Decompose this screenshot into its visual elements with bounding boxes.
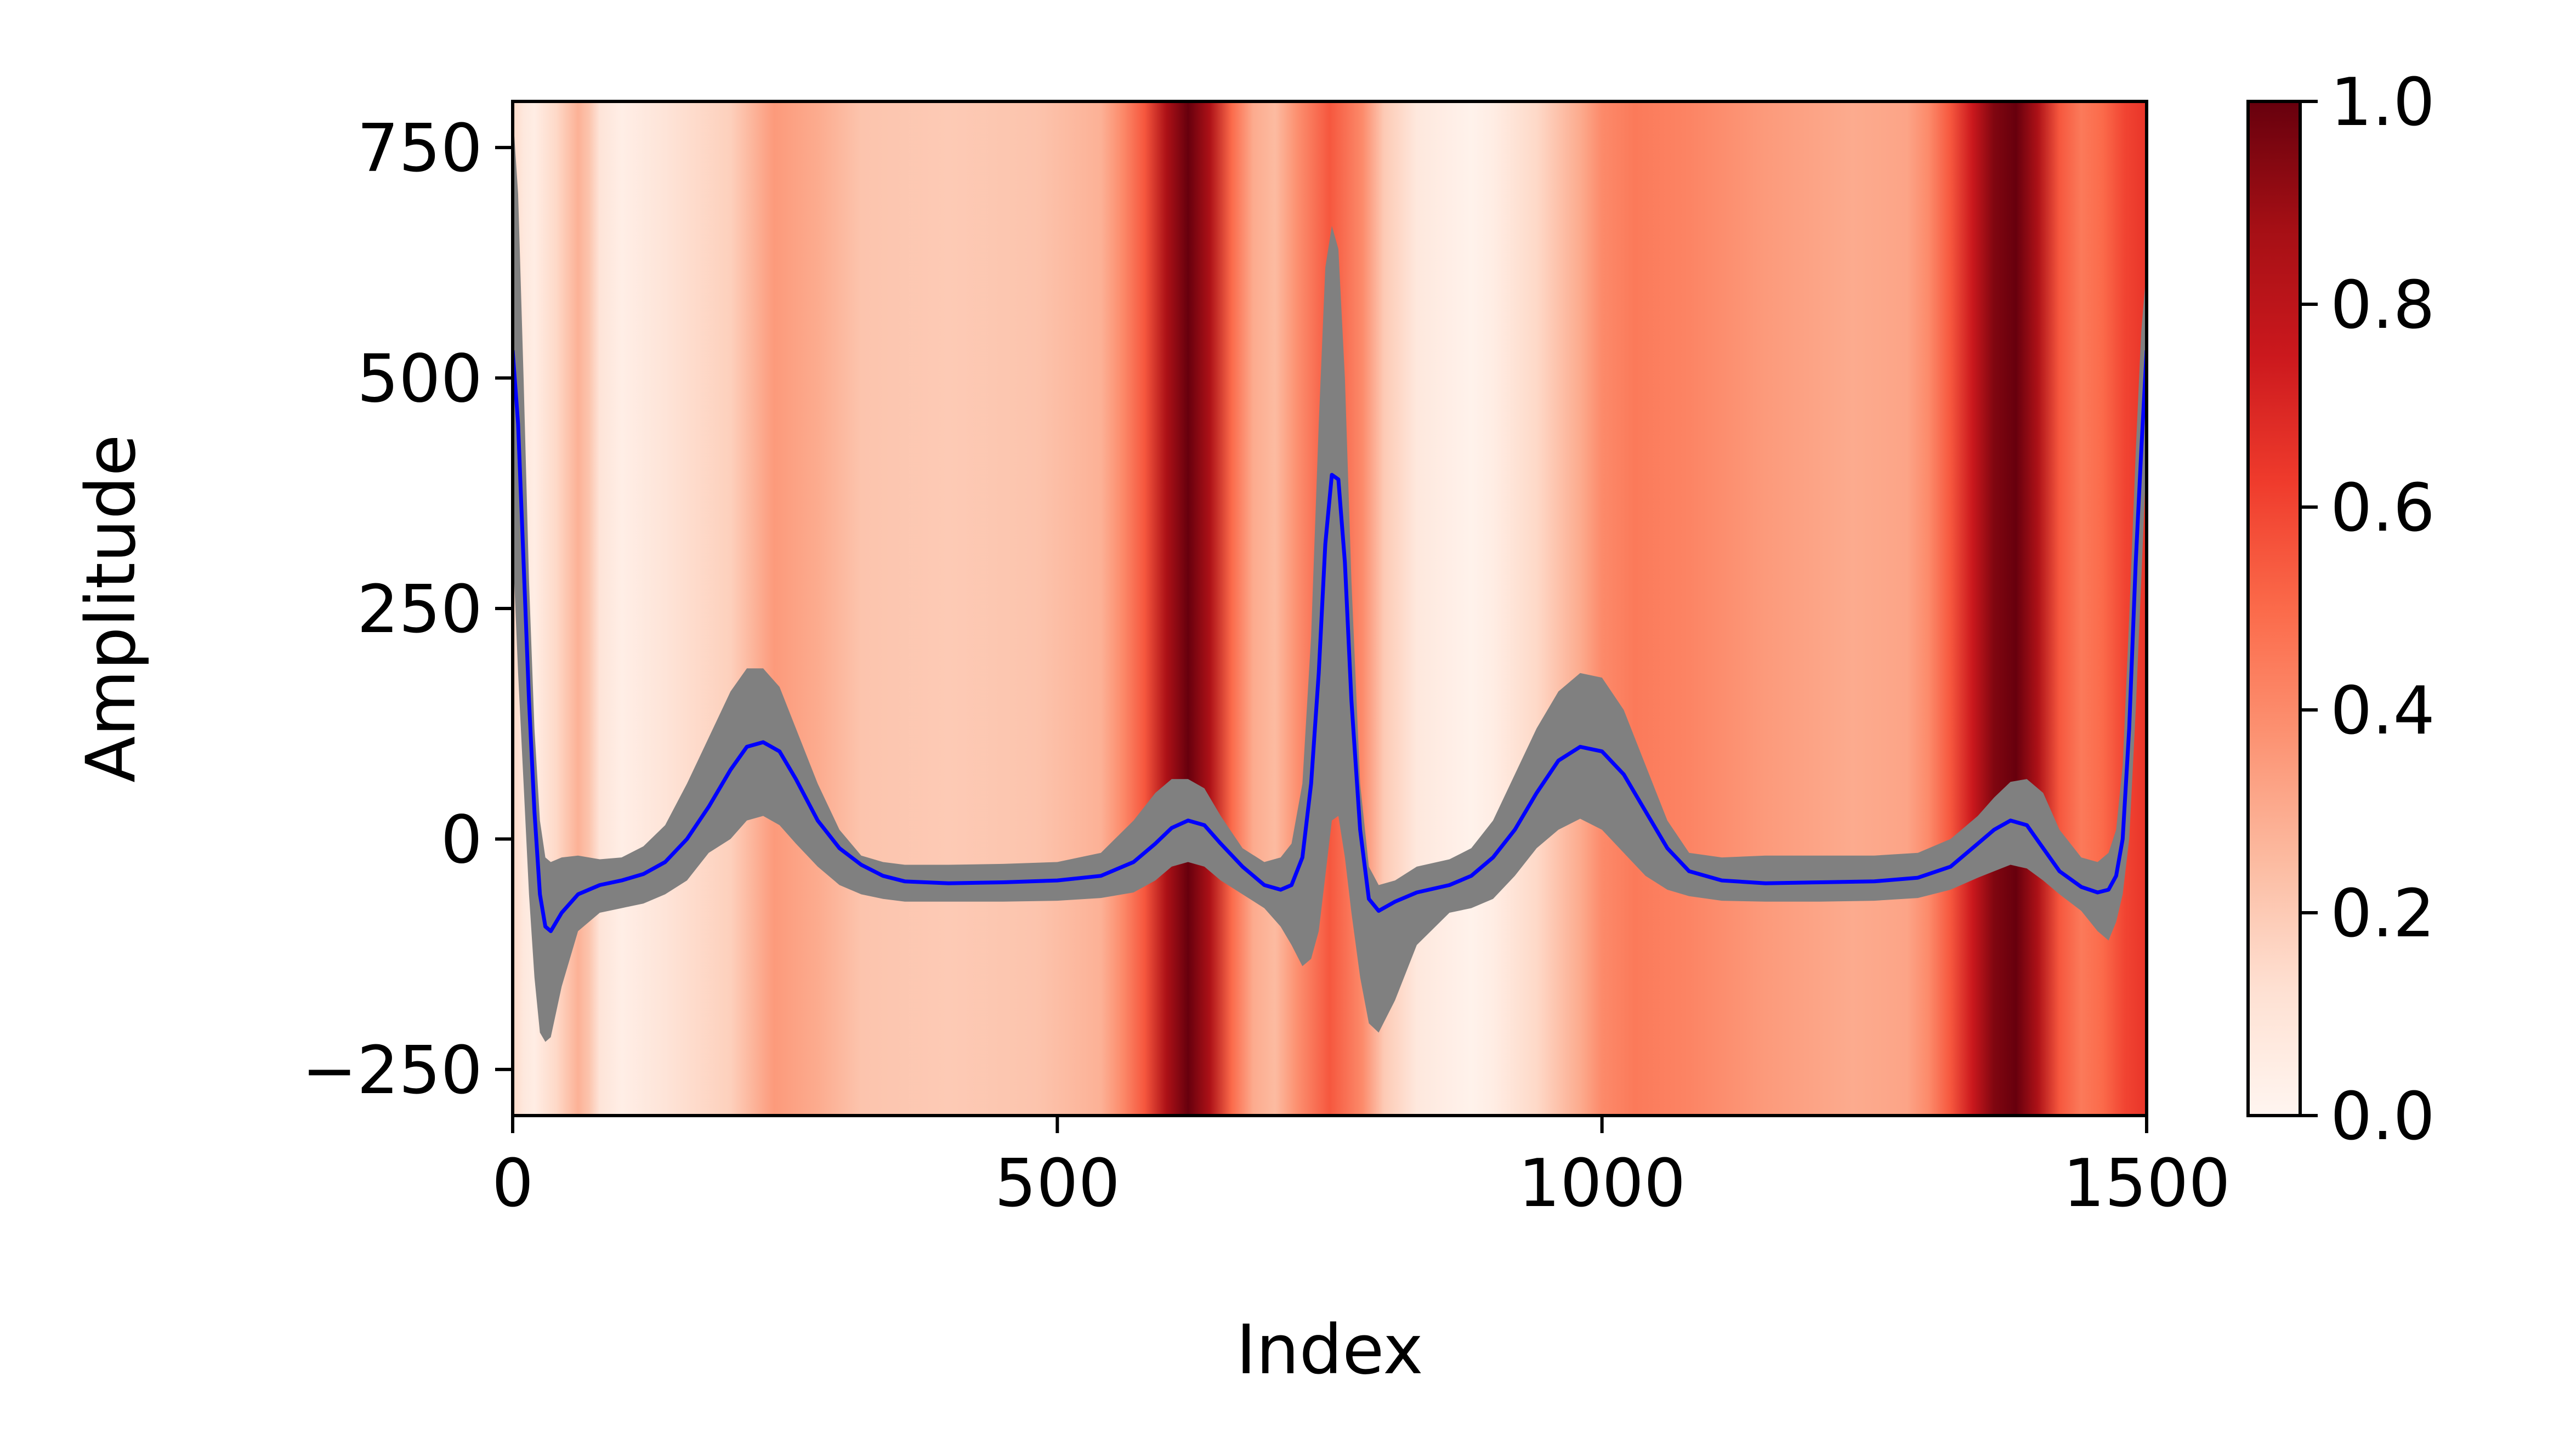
colorbar-tick-label: 0.0 xyxy=(2330,1079,2435,1155)
x-tick-label: 500 xyxy=(995,1146,1120,1222)
plot-area xyxy=(511,100,2148,1117)
y-tick-label: 500 xyxy=(357,342,483,418)
y-tick-label: 250 xyxy=(357,572,483,648)
colorbar-tick-label: 0.2 xyxy=(2330,876,2435,952)
x-tick-label: 1000 xyxy=(1518,1146,1686,1222)
colorbar-tick-label: 0.8 xyxy=(2330,268,2435,344)
mean-line xyxy=(513,350,2147,934)
x-axis: 0 500 1000 1500 xyxy=(492,1116,2231,1222)
colorbar-frame xyxy=(2246,100,2302,1117)
y-axis: −250 0 250 500 750 xyxy=(302,111,513,1109)
colorbar-tick-label: 0.4 xyxy=(2330,673,2435,749)
x-tick-label: 1500 xyxy=(2063,1146,2230,1222)
std-band xyxy=(513,110,2147,1042)
colorbar-axis: 0.0 0.2 0.4 0.6 0.8 1.0 xyxy=(2300,65,2435,1155)
y-tick-label: 750 xyxy=(357,111,483,187)
y-axis-label: Amplitude xyxy=(72,434,151,782)
colorbar: 0.0 0.2 0.4 0.6 0.8 1.0 xyxy=(2246,65,2435,1155)
x-axis-label: Index xyxy=(1236,1311,1423,1390)
x-tick-label: 0 xyxy=(492,1146,534,1222)
colorbar-tick-label: 0.6 xyxy=(2330,470,2435,547)
y-tick-label: 0 xyxy=(441,802,483,878)
y-tick-label: −250 xyxy=(302,1033,483,1109)
colorbar-tick-label: 1.0 xyxy=(2330,65,2435,141)
colorbar-fill xyxy=(2248,101,2300,1116)
